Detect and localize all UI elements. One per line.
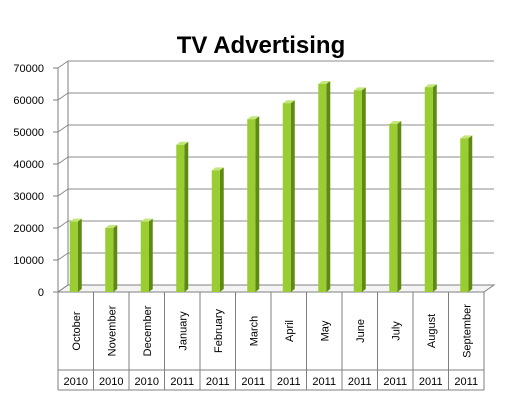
bar (353, 87, 366, 293)
grid-line-diagonal (57, 124, 69, 133)
bar (105, 225, 118, 292)
bar-front (460, 138, 469, 292)
x-group-label: 2011 (454, 376, 478, 388)
y-tick-label: 60000 (13, 95, 44, 107)
bar (69, 218, 82, 292)
bar-front (318, 84, 327, 292)
bar-side (113, 225, 118, 292)
x-tick-label: July (390, 321, 402, 341)
grid-line-diagonal (57, 188, 69, 197)
bar-side (184, 141, 189, 292)
x-tick-label: January (177, 311, 189, 351)
bar-top (353, 87, 366, 91)
bar-front (176, 144, 185, 292)
bar-front (353, 90, 362, 293)
bar (282, 100, 295, 292)
chart-title: TV Advertising (177, 32, 345, 59)
x-group-label: 2011 (277, 376, 301, 388)
x-group-label: 2011 (419, 376, 443, 388)
bar-front (424, 87, 433, 292)
y-tick-label: 40000 (13, 159, 44, 171)
y-tick-label: 70000 (13, 63, 44, 75)
bar (389, 121, 402, 292)
x-group-label: 2011 (312, 376, 336, 388)
bar-top (247, 116, 260, 120)
bar-side (326, 81, 331, 292)
bar (424, 84, 437, 292)
bar-top (69, 218, 82, 222)
x-group-label: 2010 (99, 376, 123, 388)
bar-top (424, 84, 437, 88)
axes (53, 61, 496, 293)
y-tick-label: 0 (38, 287, 44, 299)
bar-side (219, 167, 224, 292)
x-tick-label: December (142, 305, 154, 356)
x-tick-label: February (213, 308, 225, 353)
bar-front (105, 228, 114, 292)
bar-side (255, 116, 260, 292)
category-table: October 2010 November 2010 December 2010 Janua… (57, 292, 485, 391)
x-tick-label: November (106, 305, 118, 356)
y-tick-label: 50000 (13, 127, 44, 139)
bar (140, 218, 153, 292)
x-tick-label: May (319, 320, 331, 341)
bar-front (140, 221, 149, 292)
bar-front (247, 119, 256, 292)
bar-top (211, 167, 224, 171)
x-tick-label: April (284, 320, 296, 342)
bar (176, 141, 189, 292)
bar (211, 167, 224, 292)
bars (69, 81, 473, 293)
x-group-label: 2010 (135, 376, 159, 388)
bar-top (460, 135, 473, 139)
x-tick-label: June (355, 319, 367, 343)
grid-line-diagonal (57, 220, 69, 229)
x-tick-label: August (426, 314, 438, 348)
grid-line-diagonal (57, 156, 69, 165)
bar-side (77, 218, 82, 292)
grid-line-diagonal (57, 92, 69, 101)
bar-front (69, 221, 78, 292)
x-tick-label: September (461, 304, 473, 358)
bar-side (148, 218, 153, 292)
x-group-label: 2011 (348, 376, 372, 388)
bar-side (468, 135, 473, 292)
bar-top (140, 218, 153, 222)
y-tick-label: 20000 (13, 223, 44, 235)
bar-top (176, 141, 189, 145)
x-group-label: 2011 (383, 376, 407, 388)
x-group-label: 2010 (64, 376, 88, 388)
x-group-label: 2011 (206, 376, 230, 388)
y-tick-label: 30000 (13, 191, 44, 203)
bar-side (397, 121, 402, 292)
grid-line-diagonal (57, 252, 69, 261)
x-group-label: 2011 (241, 376, 265, 388)
bar-side (290, 100, 295, 292)
y-tick-label: 10000 (13, 255, 44, 267)
bar-top (105, 225, 118, 228)
grid-line-diagonal (57, 60, 69, 69)
bar-top (318, 81, 331, 84)
y-axis-tick-labels: 0 10000 20000 30000 40000 50000 60000 70000 (13, 63, 44, 299)
bar-side (432, 84, 437, 292)
bar (247, 116, 260, 292)
bar-front (282, 103, 291, 292)
x-tick-label: October (71, 311, 83, 350)
bar-front (389, 124, 398, 292)
bar-top (389, 121, 402, 124)
bar (460, 135, 473, 292)
bar-side (361, 87, 366, 293)
bar-front (211, 170, 220, 292)
x-tick-label: March (248, 316, 260, 347)
bar-top (282, 100, 295, 104)
bar (318, 81, 331, 292)
x-group-label: 2011 (170, 376, 194, 388)
